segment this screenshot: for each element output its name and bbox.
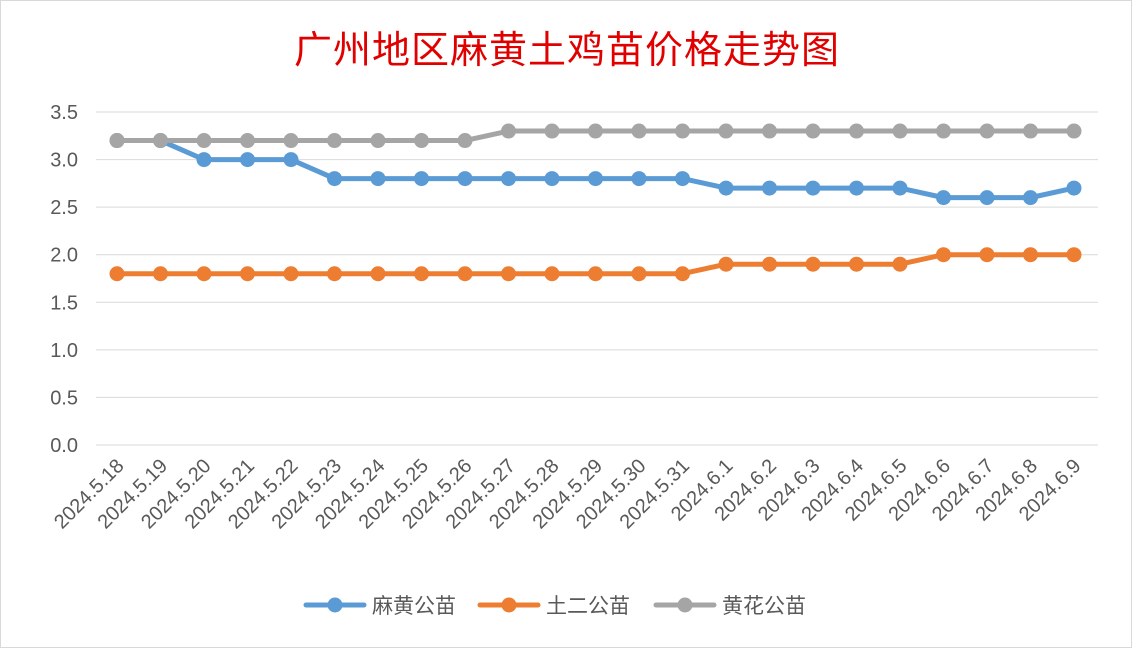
data-point [805,180,821,196]
data-point [979,190,995,206]
data-point [1066,123,1082,139]
y-tick-label: 0.5 [50,387,78,409]
data-point [805,256,821,272]
data-point [675,266,690,282]
data-point [631,123,647,139]
data-point [370,171,386,187]
data-point [1066,247,1082,263]
data-point [196,266,212,282]
data-point [762,180,777,196]
data-point [849,256,864,272]
legend-label: 黄花公苗 [722,594,806,618]
data-point [327,171,342,187]
legend-item: 土二公苗 [477,594,630,618]
y-tick-label: 2.0 [50,245,78,267]
data-point [718,180,734,196]
data-point [196,152,212,168]
legend-swatch-marker [677,597,693,613]
data-point [588,171,603,187]
series-line [114,138,1077,201]
data-point [501,171,516,187]
y-tick-label: 0.0 [50,435,78,457]
y-tick-label: 1.5 [50,292,78,314]
data-point [1023,190,1038,206]
data-point [805,123,821,139]
data-point [457,133,473,149]
legend-item: 麻黄公苗 [303,594,456,618]
data-point [109,133,125,149]
data-point [544,123,560,139]
data-point [240,266,255,282]
data-point [849,123,864,139]
data-point [283,152,299,168]
data-point [892,256,908,272]
series-3 [109,123,1082,149]
data-point [762,123,777,139]
data-point [501,266,516,282]
data-point [936,190,951,206]
data-point [283,133,299,149]
data-point [631,266,647,282]
data-point [327,266,342,282]
data-point [240,133,255,149]
data-point [588,266,603,282]
y-tick-label: 1.0 [50,340,78,362]
data-point [283,266,299,282]
data-point [414,133,429,149]
data-point [892,180,908,196]
data-point [370,133,386,149]
data-point [240,152,255,168]
data-point [675,123,690,139]
gridlines [96,111,1098,446]
data-point [370,266,386,282]
data-point [457,171,473,187]
data-point [979,123,995,139]
data-point [892,123,908,139]
data-point [457,266,473,282]
data-point [414,266,429,282]
data-point [544,266,560,282]
y-tick-label: 3.5 [50,102,78,124]
data-point [1023,123,1038,139]
data-point [109,266,125,282]
data-point [718,256,734,272]
data-point [196,133,212,149]
chart-title: 广州地区麻黄土鸡苗价格走势图 [293,28,840,72]
data-point [718,123,734,139]
legend-swatch-marker [327,597,343,613]
data-point [588,123,603,139]
data-point [936,247,951,263]
series-2 [109,247,1082,282]
series-1 [109,133,1082,206]
data-point [849,180,864,196]
data-point [153,133,168,149]
legend-label: 土二公苗 [546,594,630,618]
legend: 麻黄公苗 土二公苗 黄花公苗 [303,594,806,618]
data-point [979,247,995,263]
y-axis: 0.0 0.5 1.0 1.5 2.0 2.5 3.0 3.5 [50,102,78,457]
data-point [501,123,516,139]
data-point [1023,247,1038,263]
data-point [1066,180,1082,196]
y-tick-label: 3.0 [50,150,78,172]
data-point [414,171,429,187]
data-point [762,256,777,272]
legend-swatch-marker [501,597,517,613]
x-axis: 2024.5.182024.5.192024.5.202024.5.212024… [50,455,1085,533]
legend-item: 黄花公苗 [653,594,806,618]
data-point [631,171,647,187]
data-point [936,123,951,139]
y-tick-label: 2.5 [50,197,78,219]
data-point [675,171,690,187]
legend-label: 麻黄公苗 [372,594,456,618]
data-point [544,171,560,187]
data-point [153,266,168,282]
data-point [327,133,342,149]
